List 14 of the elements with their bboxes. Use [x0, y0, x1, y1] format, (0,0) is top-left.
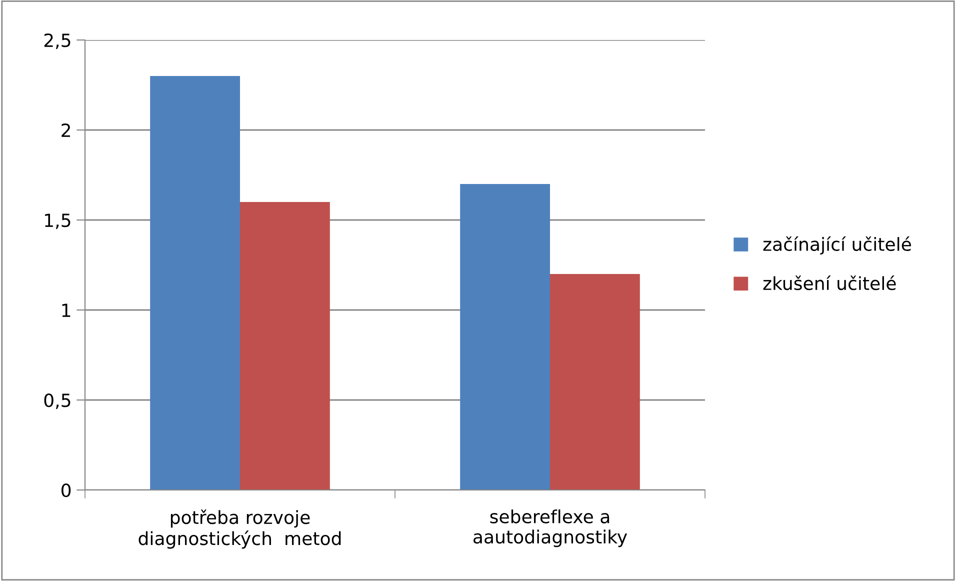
x-tick-label: sebereflexe a aautodiagnostiky	[473, 509, 628, 548]
y-tick-label: 2	[62, 123, 70, 137]
bar	[460, 184, 550, 490]
x-tick-label: potřeba rozvoje diagnostických metod	[138, 509, 341, 549]
y-tick-label: 0,5	[44, 393, 70, 409]
y-tick-label: 2,5	[44, 33, 70, 49]
bar	[550, 274, 640, 490]
bar	[150, 76, 240, 490]
y-tick-label: 1,5	[45, 214, 70, 229]
y-tick-label: 1	[62, 304, 70, 317]
legend-label: zkušení učitelé	[763, 275, 896, 290]
legend-label: začínající učitelé	[763, 236, 911, 255]
y-tick-label: 0	[62, 483, 71, 498]
bar	[240, 202, 330, 490]
